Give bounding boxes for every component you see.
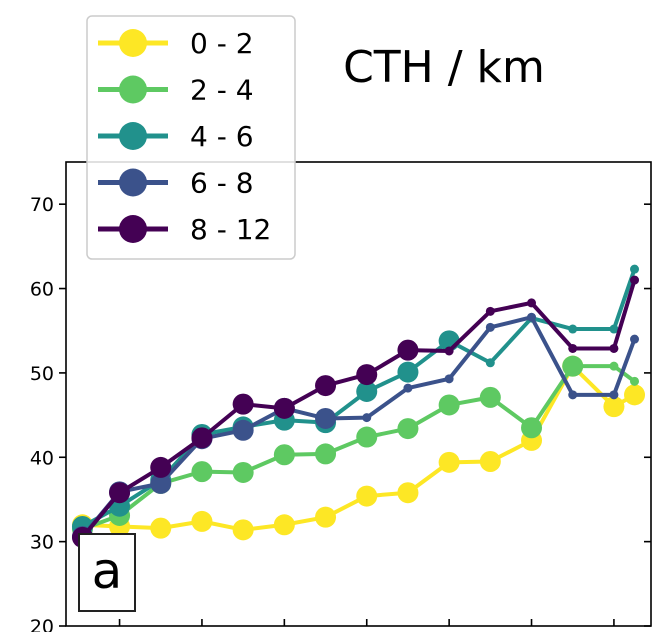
panel-label: a <box>78 533 136 612</box>
y-tick-label: 50 <box>30 363 54 385</box>
y-tick-label: 70 <box>30 194 54 216</box>
legend-marker <box>119 29 147 57</box>
data-point <box>609 390 619 400</box>
data-point <box>362 413 372 423</box>
data-point <box>609 324 619 334</box>
data-point <box>562 355 584 377</box>
data-point <box>479 386 501 408</box>
data-point <box>315 407 337 429</box>
data-point <box>397 339 419 361</box>
data-point <box>609 361 619 371</box>
data-point <box>356 426 378 448</box>
data-point <box>273 397 295 419</box>
chart-title: CTH / km <box>343 42 545 93</box>
data-point <box>232 461 254 483</box>
legend-label: 4 - 6 <box>190 120 254 153</box>
data-point <box>527 312 537 322</box>
data-point <box>568 343 578 353</box>
data-point <box>444 374 454 384</box>
data-point <box>273 514 295 536</box>
data-point <box>232 393 254 415</box>
data-point <box>485 322 495 332</box>
data-point <box>630 334 640 344</box>
data-point <box>191 461 213 483</box>
data-point <box>603 396 625 418</box>
series-2 <box>71 355 640 540</box>
series-line <box>80 315 637 538</box>
legend-item: 4 - 6 <box>98 120 254 153</box>
data-point <box>150 517 172 539</box>
legend-label: 8 - 12 <box>190 213 271 246</box>
data-point <box>232 519 254 541</box>
data-point <box>356 485 378 507</box>
data-point <box>568 324 578 334</box>
legend: 0 - 2 2 - 4 4 - 6 6 - 8 8 - 12 <box>86 15 296 260</box>
data-point <box>630 275 640 285</box>
data-point <box>191 427 213 449</box>
data-point <box>397 482 419 504</box>
legend-marker <box>119 168 147 197</box>
data-point <box>624 384 646 406</box>
legend-marker <box>119 122 147 150</box>
data-point <box>521 417 543 439</box>
panel-label-text: a <box>92 542 123 600</box>
series-1 <box>71 355 646 541</box>
data-point <box>527 298 537 308</box>
data-point <box>438 451 460 473</box>
data-point <box>444 346 454 356</box>
data-point <box>150 456 172 478</box>
legend-marker <box>119 75 147 104</box>
legend-label: 0 - 2 <box>190 27 254 60</box>
series-layer <box>71 264 646 548</box>
data-point <box>403 383 413 393</box>
data-point <box>356 380 378 402</box>
data-point <box>109 482 131 504</box>
series-4 <box>71 312 640 548</box>
data-point <box>315 506 337 528</box>
y-tick-label: 30 <box>30 532 54 554</box>
data-point <box>356 364 378 386</box>
data-point <box>273 444 295 466</box>
data-point <box>630 264 640 274</box>
data-point <box>150 472 172 494</box>
legend-marker <box>119 215 147 243</box>
data-point <box>438 394 460 416</box>
series-5 <box>71 275 640 548</box>
data-point <box>568 390 578 400</box>
data-point <box>485 306 495 316</box>
data-point <box>397 418 419 440</box>
y-axis: 20 30 40 50 60 70 <box>30 194 651 632</box>
legend-item: 8 - 12 <box>98 213 271 246</box>
legend-item: 2 - 4 <box>98 74 254 107</box>
legend-item: 0 - 2 <box>98 27 254 60</box>
legend-frame <box>86 15 296 260</box>
y-tick-label: 20 <box>30 616 54 632</box>
data-point <box>479 450 501 472</box>
plot-frame <box>65 161 652 627</box>
legend-item: 6 - 8 <box>98 167 254 200</box>
legend-label: 2 - 4 <box>190 74 254 107</box>
y-tick-label: 40 <box>30 447 54 469</box>
data-point <box>315 375 337 397</box>
data-point <box>397 361 419 383</box>
legend-label: 6 - 8 <box>190 167 254 200</box>
data-point <box>485 358 495 368</box>
data-point <box>232 419 254 441</box>
y-tick-label: 60 <box>30 279 54 301</box>
data-point <box>630 376 640 386</box>
data-point <box>315 443 337 465</box>
data-point <box>191 510 213 532</box>
data-point <box>609 343 619 353</box>
